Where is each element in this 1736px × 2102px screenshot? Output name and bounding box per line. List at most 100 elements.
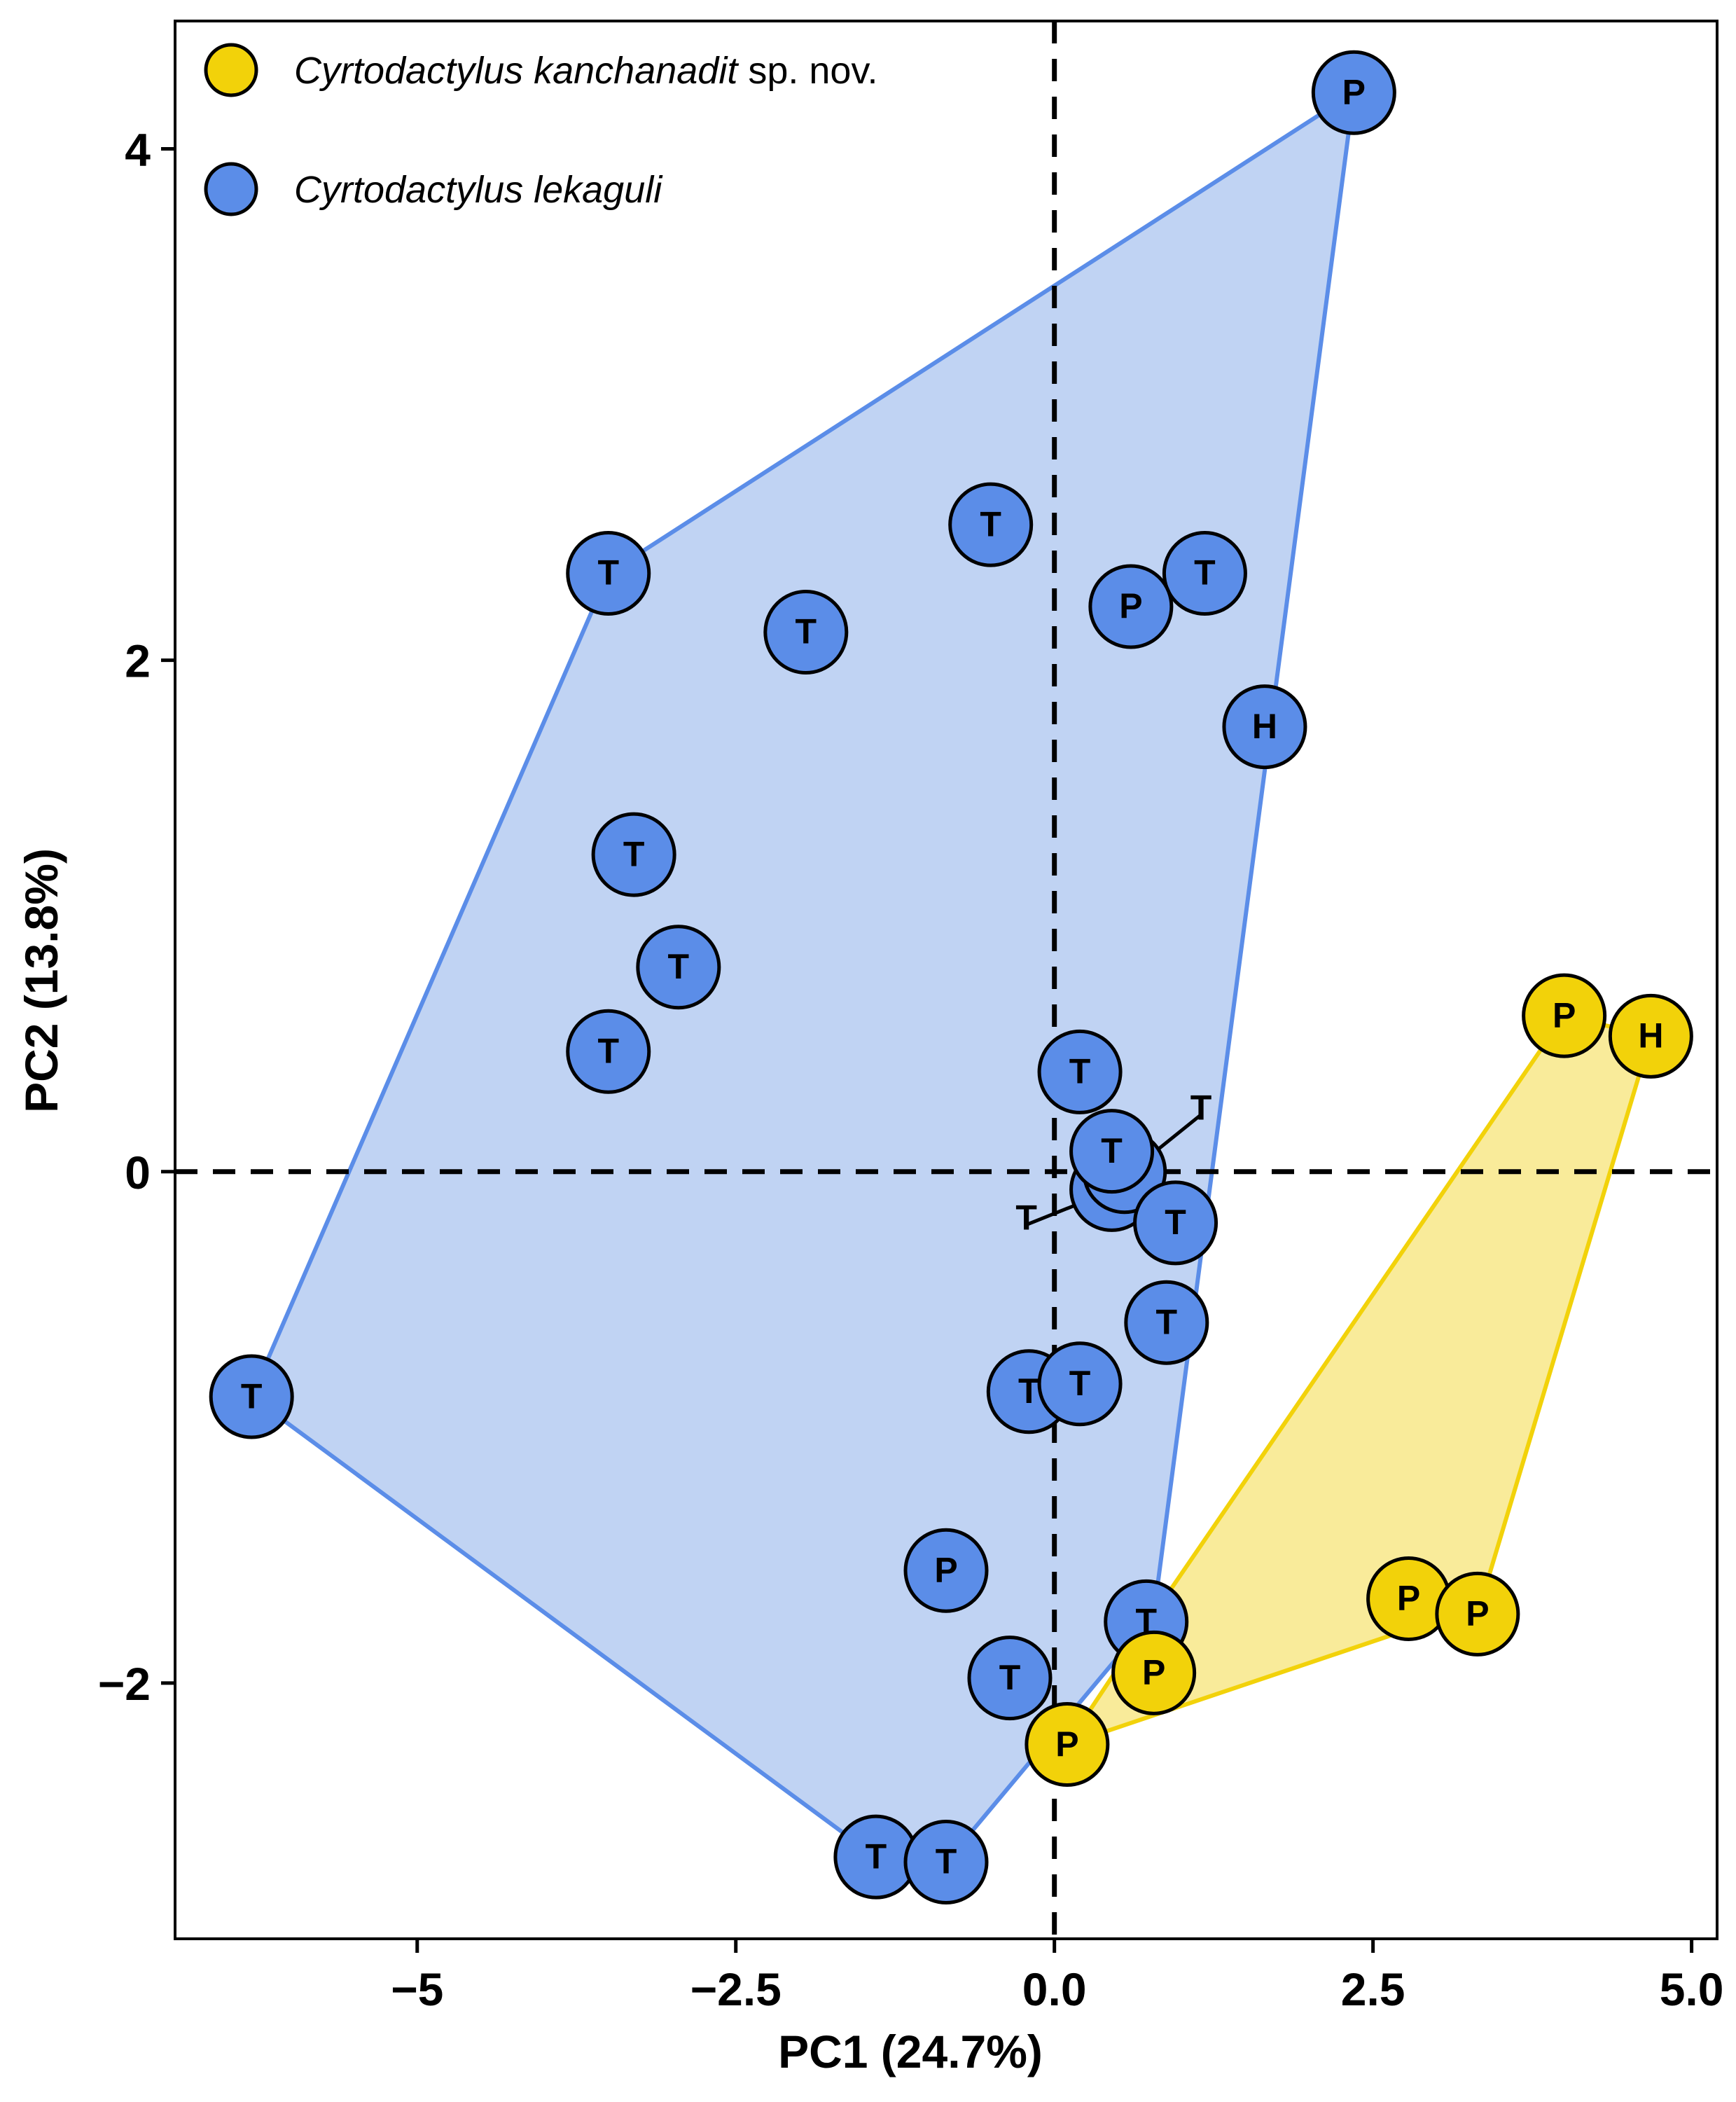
point-marker <box>948 482 1034 567</box>
data-point: H <box>1608 993 1693 1079</box>
data-point: P <box>1025 1702 1110 1788</box>
data-point: T <box>591 812 676 897</box>
data-point: T <box>763 590 849 675</box>
point-label: T <box>980 504 1001 544</box>
legend-entry-cyrtodactylus-lekaguli: Cyrtodactylus lekaguli <box>204 162 663 216</box>
point-marker <box>903 1528 989 1613</box>
point-label: T <box>936 1842 957 1881</box>
point-label: T <box>597 553 619 593</box>
y-tick-label: 0 <box>125 1147 151 1198</box>
point-label: T <box>1069 1364 1091 1403</box>
point-label: T <box>866 1837 887 1876</box>
point-label: T <box>1018 1371 1040 1411</box>
data-point: T <box>948 482 1034 567</box>
x-tick-label: −2.5 <box>690 1963 782 2015</box>
point-label: T <box>999 1658 1021 1697</box>
point-label: P <box>1553 995 1576 1035</box>
point-marker <box>763 590 849 675</box>
x-tick-label: 2.5 <box>1341 1963 1405 2015</box>
data-point: P <box>1366 1556 1452 1641</box>
x-axis-title: PC1 (24.7%) <box>778 2026 1043 2077</box>
legend-species-name: Cyrtodactylus kanchanadit <box>294 50 739 92</box>
point-marker <box>566 1009 651 1094</box>
point-marker <box>1037 1029 1123 1114</box>
data-point: T <box>209 1354 294 1439</box>
point-marker <box>1069 1109 1155 1194</box>
point-label: T <box>796 612 817 651</box>
point-label: T <box>1101 1131 1123 1170</box>
data-point: T <box>1037 1341 1123 1427</box>
data-point: P <box>1111 1630 1197 1715</box>
point-marker <box>1162 531 1247 616</box>
point-marker <box>209 1354 294 1439</box>
x-tick-label: −5 <box>391 1963 443 2015</box>
point-marker <box>1435 1571 1520 1657</box>
point-label: T <box>668 947 690 986</box>
data-point: T <box>967 1636 1053 1721</box>
y-tick-label: 2 <box>125 635 151 687</box>
point-marker <box>1111 1630 1197 1715</box>
point-marker <box>903 1819 989 1904</box>
point-marker <box>591 812 676 897</box>
data-point: T <box>903 1819 989 1904</box>
legend-species-name: Cyrtodactylus lekaguli <box>294 169 663 211</box>
point-marker <box>1025 1702 1110 1788</box>
point-marker <box>1608 993 1693 1079</box>
annotation-label: T <box>1190 1088 1212 1128</box>
data-point: P <box>903 1528 989 1613</box>
point-label: P <box>1142 1653 1165 1692</box>
data-point: T <box>566 531 651 616</box>
x-tick-label: 0.0 <box>1022 1963 1087 2015</box>
data-point: T <box>833 1814 919 1900</box>
reference-lines <box>175 21 1717 1939</box>
point-marker <box>1222 684 1307 770</box>
legend-swatch <box>204 162 258 216</box>
data-point: T <box>566 1009 651 1094</box>
point-marker <box>1311 50 1396 135</box>
legend-label: Cyrtodactylus lekaguli <box>294 169 663 211</box>
point-label: P <box>1466 1594 1489 1633</box>
point-marker <box>636 925 721 1010</box>
point-label: T <box>1194 553 1216 593</box>
y-axis-title: PC2 (13.8%) <box>15 848 67 1113</box>
point-marker <box>1124 1280 1209 1365</box>
point-label: H <box>1252 707 1277 746</box>
point-label: P <box>1119 586 1142 625</box>
point-label: P <box>934 1551 957 1590</box>
data-point: P <box>1522 973 1607 1058</box>
legend-entry-cyrtodactylus-kanchanadit-sp-nov: Cyrtodactylus kanchanadit sp. nov. <box>204 43 877 97</box>
point-label: P <box>1342 72 1366 111</box>
point-label: P <box>1055 1724 1078 1764</box>
point-label: H <box>1638 1016 1663 1056</box>
y-tick-label: −2 <box>98 1658 151 1710</box>
data-point: T <box>1037 1029 1123 1114</box>
point-label: T <box>1156 1302 1178 1341</box>
data-point: T <box>1133 1180 1218 1266</box>
data-point: T <box>1069 1109 1155 1194</box>
legend-label: Cyrtodactylus kanchanadit sp. nov. <box>294 50 877 92</box>
axes: −5 −2.5 0.0 2.5 5.0 −2 0 2 4 <box>98 124 1724 2015</box>
data-point: T <box>636 925 721 1010</box>
point-marker <box>1037 1341 1123 1427</box>
point-marker <box>1133 1180 1218 1266</box>
point-label: T <box>241 1376 263 1416</box>
point-marker <box>566 531 651 616</box>
annotation-label: T <box>1015 1198 1037 1238</box>
plot-frame <box>174 20 1718 1940</box>
point-label: T <box>623 834 645 873</box>
point-label: T <box>597 1031 619 1070</box>
data-point: P <box>1311 50 1396 135</box>
data-point: T <box>1162 531 1247 616</box>
point-label: T <box>1069 1052 1091 1091</box>
legend-species-suffix: sp. nov. <box>737 50 877 92</box>
point-label: T <box>1165 1203 1186 1242</box>
point-marker <box>1522 973 1607 1058</box>
data-point: P <box>1435 1571 1520 1657</box>
data-point: P <box>1088 564 1174 649</box>
data-point: T <box>1124 1280 1209 1365</box>
point-marker <box>967 1636 1053 1721</box>
point-label: P <box>1397 1579 1420 1618</box>
data-point: H <box>1222 684 1307 770</box>
y-tick-label: 4 <box>125 124 151 176</box>
